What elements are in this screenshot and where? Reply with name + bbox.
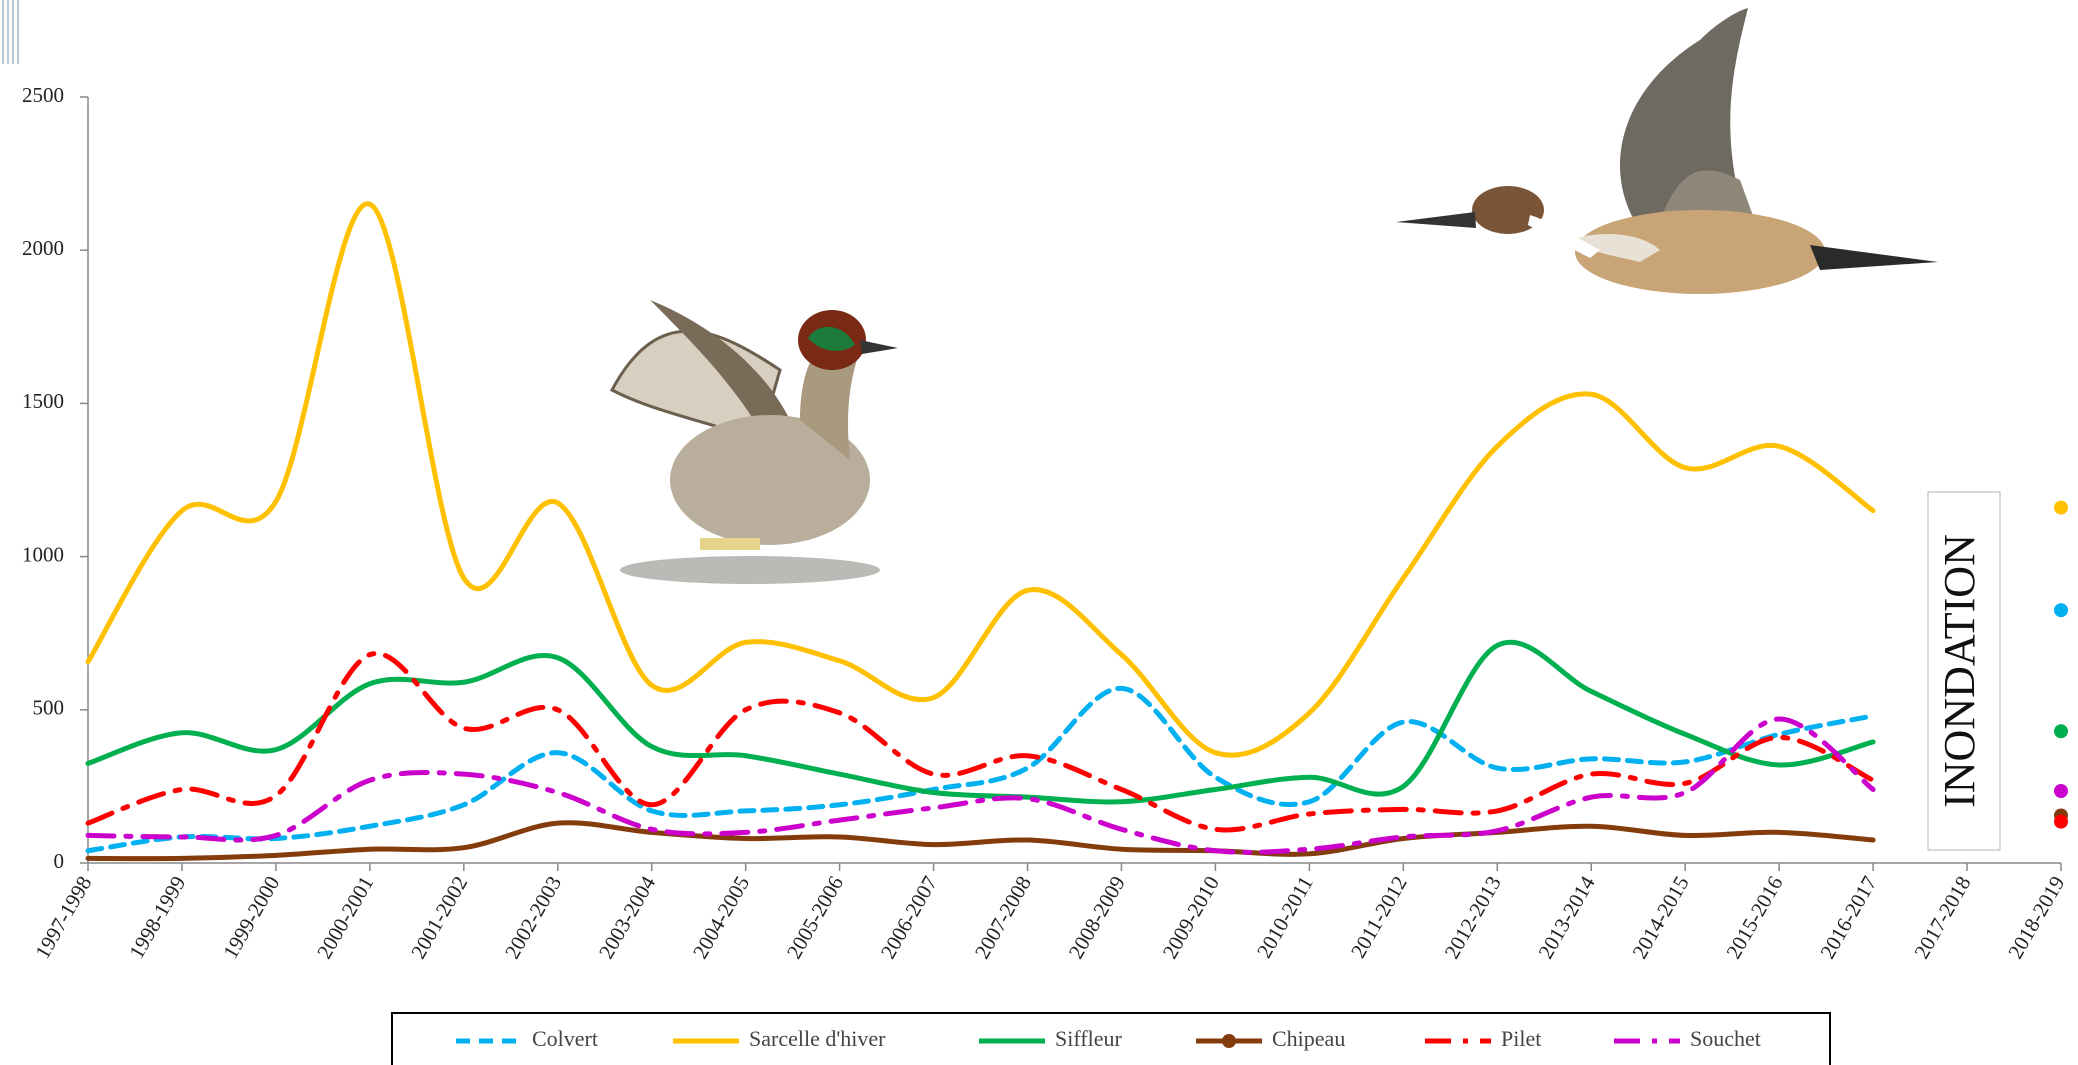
x-tick-label: 2002-2003 xyxy=(500,872,566,963)
x-tick-label: 2015-2016 xyxy=(1721,872,1787,963)
x-tick-label: 2008-2009 xyxy=(1064,872,1130,963)
series-line xyxy=(85,651,1876,833)
series-line xyxy=(85,716,1876,855)
legend-label: Siffleur xyxy=(1055,1026,1122,1051)
series-line xyxy=(85,820,1876,862)
legend-label: Chipeau xyxy=(1272,1026,1345,1051)
annotation-box xyxy=(1927,491,2001,851)
x-tick-label: 2003-2004 xyxy=(594,871,661,962)
x-tick-label: 2006-2007 xyxy=(876,872,942,963)
y-tick-label: 500 xyxy=(33,696,65,720)
x-tick-label: 2018-2019 xyxy=(2003,872,2069,963)
y-tick-label: 2500 xyxy=(22,83,64,107)
x-tick-label: 2017-2018 xyxy=(1909,872,1975,963)
x-tick-label: 2007-2008 xyxy=(970,872,1036,963)
series-line xyxy=(85,201,1876,758)
teal-duck-illustration xyxy=(609,300,898,584)
legend-label: Colvert xyxy=(532,1026,598,1051)
x-tick-label: 2000-2001 xyxy=(312,872,378,963)
x-tick-label: 2013-2014 xyxy=(1533,871,1600,962)
x-tick-label: 2011-2012 xyxy=(1346,872,1412,962)
annotation: INONDATION xyxy=(1935,534,1984,808)
x-tick-label: 2010-2011 xyxy=(1252,872,1318,962)
x-tick-label: 2012-2013 xyxy=(1439,872,1505,963)
y-tick-label: 0 xyxy=(54,849,65,873)
data-point xyxy=(2054,724,2068,739)
x-tick-label: 1999-2000 xyxy=(218,872,284,963)
y-tick-label: 2000 xyxy=(22,236,64,260)
series-line xyxy=(85,639,1876,805)
x-tick-label: 2004-2005 xyxy=(688,872,754,963)
legend-label: Souchet xyxy=(1690,1026,1761,1051)
legend: Colvert Sarcelle d'hiver Siffleur Chipeau Pi… xyxy=(456,1026,1761,1051)
legend-marker xyxy=(1222,1034,1236,1048)
x-tick-label: 1998-1999 xyxy=(124,872,190,963)
data-point xyxy=(2054,603,2068,618)
x-tick-label: 2009-2010 xyxy=(1158,872,1224,963)
y-tick-label: 1000 xyxy=(22,542,64,566)
x-tick-label: 1997-1998 xyxy=(30,872,96,963)
corner-decoration xyxy=(2,0,19,64)
x-tick-label: 2014-2015 xyxy=(1627,872,1693,963)
x-tick-label: 2001-2002 xyxy=(406,872,472,963)
legend-label: Pilet xyxy=(1501,1026,1541,1051)
pintail-illustration xyxy=(1396,8,1938,294)
x-tick-label: 2016-2017 xyxy=(1815,872,1881,963)
data-point xyxy=(2054,500,2068,515)
data-point xyxy=(2054,814,2068,829)
legend-box xyxy=(391,1012,1831,1065)
series-line xyxy=(85,685,1876,854)
legend-label: Sarcelle d'hiver xyxy=(749,1026,886,1051)
x-tick-label: 2005-2006 xyxy=(782,872,848,963)
y-tick-label: 1500 xyxy=(22,389,64,413)
data-point xyxy=(2054,783,2068,798)
